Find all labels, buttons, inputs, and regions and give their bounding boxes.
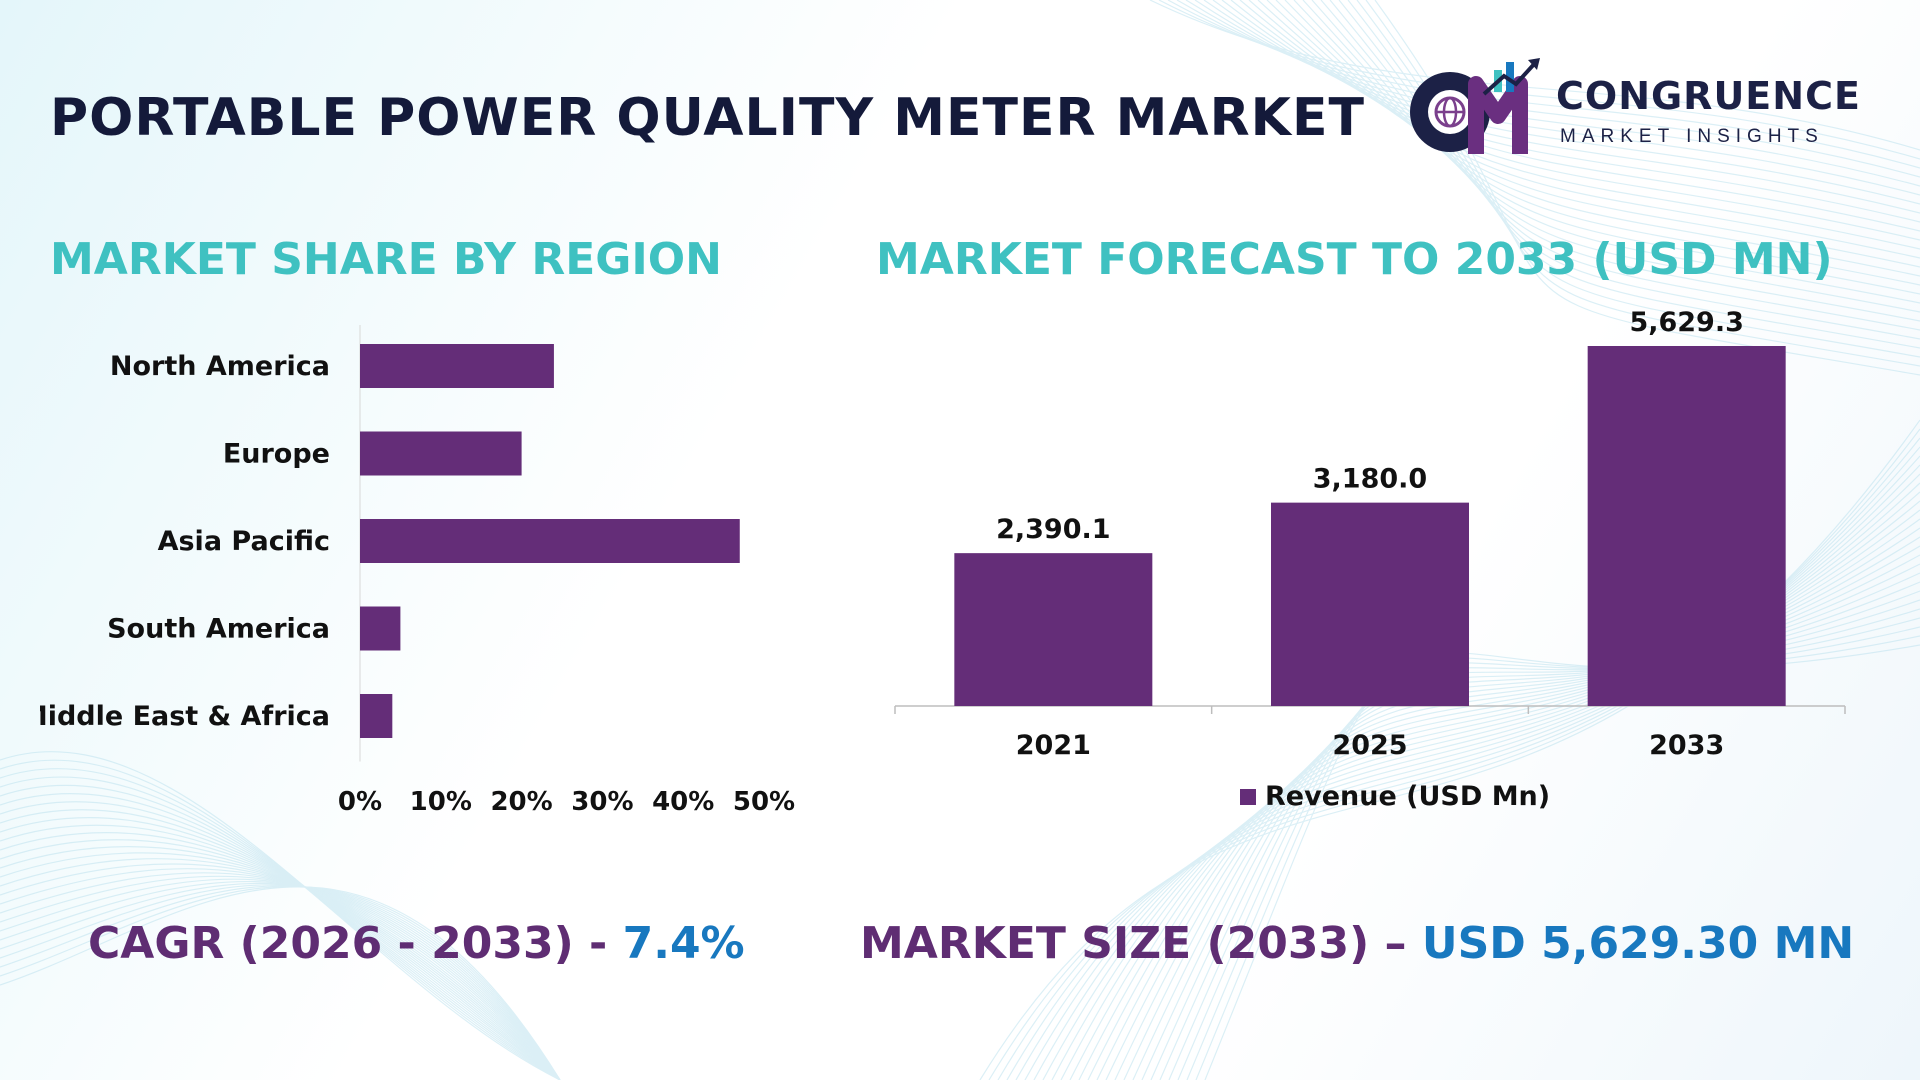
share-bar-europe (360, 431, 522, 476)
cagr-value: 7.4% (622, 918, 745, 969)
forecast-bar-2021 (954, 553, 1153, 706)
forecast-chart: 2,390.1 2021 3,180.0 2025 5,629.3 2033 Revenue… (894, 307, 1846, 812)
market-size-value: USD 5,629.30 MN (1421, 918, 1855, 969)
forecast-bar-2025 (1271, 502, 1469, 706)
forecast-title: MARKET FORECAST TO 2033 (USD MN) (876, 234, 1833, 285)
page-title: PORTABLE POWER QUALITY METER MARKET (50, 88, 1365, 148)
share-tick-label: 20% (490, 787, 552, 817)
logo-name: CONGRUENCE (1556, 74, 1861, 118)
share-tick-label: 50% (733, 787, 795, 817)
share-bar-south-america (360, 606, 401, 651)
share-category-label: Asia Pacific (158, 526, 330, 557)
share-bar-asia-pacific (360, 519, 740, 563)
share-category-label: Middle East & Africa (40, 701, 330, 732)
forecast-data-label: 2,390.1 (996, 514, 1110, 545)
logo-tagline: MARKET INSIGHTS (1560, 126, 1824, 147)
cagr-label: CAGR (2026 - 2033) - (88, 918, 608, 969)
forecast-bar-2033 (1587, 346, 1786, 706)
share-tick-label: 30% (571, 787, 633, 817)
forecast-data-label: 5,629.3 (1629, 307, 1743, 338)
share-tick-label: 0% (338, 787, 382, 817)
forecast-category-label: 2033 (1649, 730, 1724, 761)
region-share-chart: North America Europe Asia Pacific South Ame… (40, 325, 795, 817)
share-category-label: South America (107, 614, 330, 645)
legend-swatch (1240, 789, 1256, 805)
share-category-label: Europe (223, 439, 330, 470)
market-size-label: MARKET SIZE (2033) – (860, 918, 1407, 969)
region-share-title: MARKET SHARE BY REGION (50, 234, 722, 285)
share-tick-label: 40% (652, 787, 714, 817)
forecast-category-label: 2025 (1332, 730, 1407, 761)
globe-bar-chart-icon (1410, 58, 1540, 154)
share-bar-middle-east-africa (360, 694, 393, 738)
share-tick-label: 10% (410, 787, 472, 817)
forecast-category-label: 2021 (1016, 730, 1091, 761)
market-size-stat: MARKET SIZE (2033) – USD 5,629.30 MN (860, 918, 1854, 969)
company-logo: CONGRUENCE MARKET INSIGHTS (1402, 54, 1882, 164)
forecast-data-label: 3,180.0 (1313, 464, 1427, 495)
share-category-label: North America (110, 351, 330, 382)
legend-label: Revenue (USD Mn) (1265, 781, 1550, 812)
share-bar-north-america (360, 344, 554, 388)
cagr-stat: CAGR (2026 - 2033) - 7.4% (88, 918, 745, 969)
